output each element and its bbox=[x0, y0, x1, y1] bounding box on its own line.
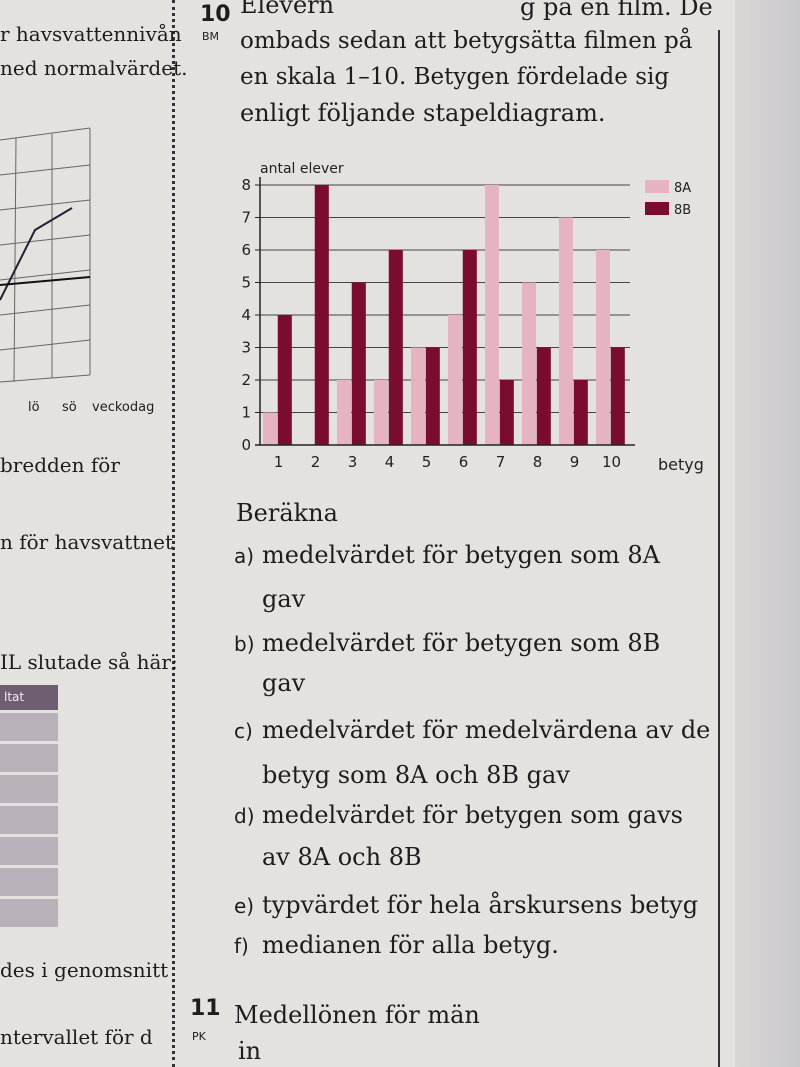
left-text-line: IL slutade så här: bbox=[0, 650, 178, 674]
x-tick-label: 6 bbox=[459, 453, 469, 471]
x-tick-label: 2 bbox=[311, 453, 321, 471]
table-header: ltat bbox=[0, 685, 58, 710]
legend-swatch-8b bbox=[645, 202, 669, 215]
left-text-line: ned normalvärdet. bbox=[0, 56, 188, 80]
x-axis-label: betyg bbox=[658, 455, 704, 474]
y-axis-label: antal elever bbox=[260, 161, 344, 177]
exercise-text-line: in bbox=[238, 1037, 262, 1065]
question-text: medelvärdet för betygen som gavs bbox=[262, 801, 683, 829]
table-row bbox=[0, 806, 58, 834]
mini-chart-axis-label: veckodag bbox=[92, 400, 155, 415]
bar-8b bbox=[499, 380, 514, 445]
y-tick-label: 8 bbox=[241, 176, 251, 194]
bar-8b bbox=[425, 347, 440, 445]
x-tick-label: 7 bbox=[496, 453, 506, 471]
question-label: e) bbox=[234, 894, 255, 918]
left-text-line: ntervallet för d bbox=[0, 1025, 153, 1049]
table-row bbox=[0, 899, 58, 927]
y-tick-label: 7 bbox=[241, 209, 251, 227]
bar-8b bbox=[314, 185, 329, 445]
bar-8a bbox=[336, 380, 352, 445]
y-tick-label: 1 bbox=[241, 404, 251, 422]
question-text: medelvärdet för betygen som 8B bbox=[262, 629, 661, 657]
left-text-line: bredden för bbox=[0, 453, 120, 477]
question-label: b) bbox=[234, 632, 255, 656]
y-tick-label: 3 bbox=[241, 339, 251, 357]
exercise-number: 10 bbox=[200, 2, 231, 27]
x-tick-label: 3 bbox=[348, 453, 358, 471]
exercise-text-line: Elevern bbox=[240, 0, 335, 19]
x-tick-label: 10 bbox=[602, 453, 621, 471]
table-row bbox=[0, 868, 58, 896]
bar-8b bbox=[536, 347, 551, 445]
y-tick-label: 0 bbox=[241, 436, 251, 454]
bar-8b bbox=[351, 282, 366, 445]
question-label: f) bbox=[234, 934, 249, 958]
bar-8b bbox=[277, 315, 292, 445]
exercise-tag: PK bbox=[192, 1030, 206, 1043]
bar-8a bbox=[447, 315, 463, 445]
mini-chart-label: lö bbox=[28, 400, 40, 415]
table-row bbox=[0, 713, 58, 741]
legend-swatch-8a bbox=[645, 180, 669, 193]
y-tick-label: 2 bbox=[241, 371, 251, 389]
table-row bbox=[0, 744, 58, 772]
bar-chart: 0 1 2 3 4 5 6 7 8 antal elever 1 2 3 4 5 6 7 8 9 10 betyg 8A 8… bbox=[241, 161, 704, 474]
bar-8b bbox=[462, 250, 477, 445]
exercise-text-line: Medellönen för män bbox=[234, 1001, 480, 1029]
question-label: a) bbox=[234, 544, 255, 568]
legend-label: 8A bbox=[674, 181, 691, 196]
legend-label: 8B bbox=[674, 203, 691, 218]
exercise-text-line: en skala 1–10. Betygen fördelade sig bbox=[240, 64, 670, 90]
exercise-text-line: g på en film. De bbox=[520, 0, 713, 21]
question-text: medianen för alla betyg. bbox=[262, 931, 559, 959]
exercise-number: 11 bbox=[190, 996, 221, 1021]
prompt-text: Beräkna bbox=[236, 499, 338, 527]
question-text: gav bbox=[262, 669, 306, 697]
question-label: d) bbox=[234, 804, 255, 828]
mini-chart-label: sö bbox=[62, 400, 77, 415]
question-text: betyg som 8A och 8B gav bbox=[262, 761, 570, 789]
bar-8a bbox=[373, 380, 389, 445]
bar-8a bbox=[595, 250, 611, 445]
bar-8a bbox=[410, 347, 426, 445]
bar-8b bbox=[610, 347, 625, 445]
left-text-line: r havsvattennivån bbox=[0, 22, 182, 46]
left-text-line: des i genomsnitt bbox=[0, 958, 169, 982]
table-row bbox=[0, 837, 58, 865]
question-text: av 8A och 8B bbox=[262, 843, 422, 871]
x-tick-label: 5 bbox=[422, 453, 432, 471]
question-text: typvärdet för hela årskursens betyg bbox=[262, 891, 699, 919]
y-tick-label: 4 bbox=[241, 306, 251, 324]
bar-8b bbox=[388, 250, 403, 445]
table-row bbox=[0, 775, 58, 803]
bar-8a bbox=[262, 412, 278, 445]
mini-line-chart bbox=[0, 127, 91, 383]
x-tick-label: 9 bbox=[570, 453, 580, 471]
question-label: c) bbox=[234, 719, 253, 743]
bar-8a bbox=[484, 185, 500, 445]
page-edge bbox=[735, 0, 800, 1067]
question-text: gav bbox=[262, 585, 306, 613]
question-text: medelvärdet för medelvärdena av de bbox=[262, 716, 711, 744]
left-text-line: n för havsvattnet bbox=[0, 530, 174, 554]
column-divider bbox=[172, 0, 175, 1067]
bar-8a bbox=[521, 282, 537, 445]
exercise-tag: BM bbox=[202, 30, 220, 43]
question-text: medelvärdet för betygen som 8A bbox=[262, 541, 660, 569]
exercise-text-line: enligt följande stapeldiagram. bbox=[240, 99, 606, 127]
exercise-text-line: ombads sedan att betygsätta filmen på bbox=[240, 28, 693, 54]
x-tick-label: 8 bbox=[533, 453, 543, 471]
page-border-line bbox=[718, 30, 720, 1067]
bar-8a bbox=[558, 217, 574, 445]
bar-8b bbox=[573, 380, 588, 445]
x-tick-label: 1 bbox=[274, 453, 284, 471]
y-tick-label: 5 bbox=[241, 274, 251, 292]
x-tick-label: 4 bbox=[385, 453, 395, 471]
y-tick-label: 6 bbox=[241, 241, 251, 259]
